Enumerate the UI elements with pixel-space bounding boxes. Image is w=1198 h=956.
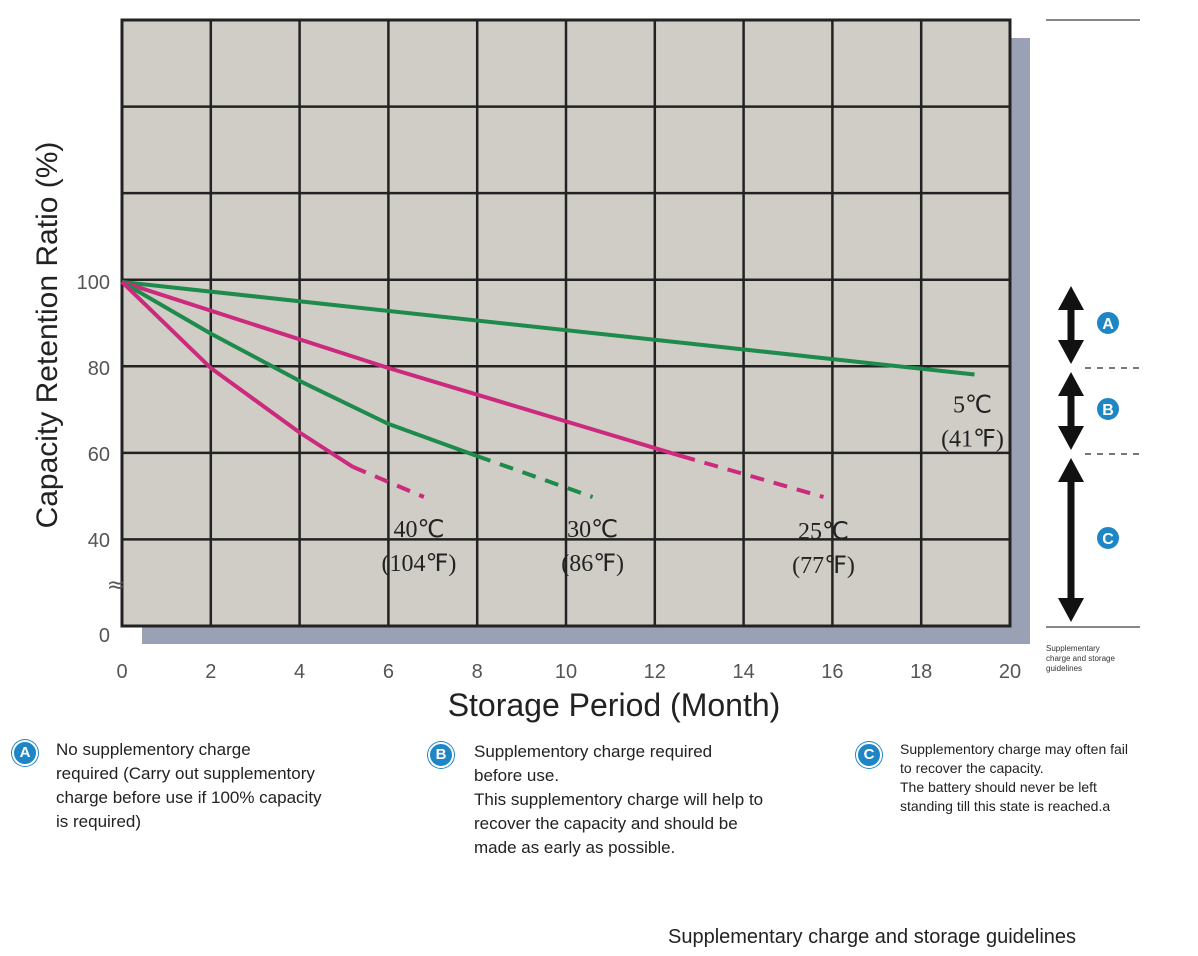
zone-arrow-head-up bbox=[1058, 458, 1084, 482]
y-tick-label: 80 bbox=[88, 358, 110, 380]
series-label: 5℃ bbox=[953, 392, 992, 418]
x-tick-label: 10 bbox=[555, 661, 577, 683]
y-tick-label: 60 bbox=[88, 444, 110, 466]
x-axis-label: Storage Period (Month) bbox=[448, 687, 781, 723]
zone-arrow-head-down bbox=[1058, 340, 1084, 364]
zone-arrow-head-down bbox=[1058, 426, 1084, 450]
zone-badge bbox=[1095, 525, 1121, 551]
zone-arrow-head-down bbox=[1058, 598, 1084, 622]
series-label: (104℉) bbox=[382, 551, 457, 577]
zone-letter: C bbox=[1102, 531, 1114, 548]
zone-letter: B bbox=[1102, 402, 1114, 419]
x-tick-labels: 0 2 4 6 8 10 12 14 16 18 20 bbox=[116, 661, 1021, 683]
series-line-0 bbox=[121, 280, 975, 377]
zone-arrow-head-up bbox=[1058, 372, 1084, 396]
x-tick-label: 4 bbox=[294, 661, 305, 683]
y-tick-label: 40 bbox=[88, 530, 110, 552]
x-tick-label: 16 bbox=[821, 661, 843, 683]
axis-break-symbol: ≈ bbox=[107, 573, 125, 598]
note-badge-b: B bbox=[428, 742, 454, 768]
series-label: (41℉) bbox=[941, 426, 1004, 452]
series-label: (77℉) bbox=[792, 553, 855, 579]
series-label: 25℃ bbox=[798, 519, 849, 545]
x-tick-label: 8 bbox=[472, 661, 483, 683]
zone-arrow-head-up bbox=[1058, 286, 1084, 310]
y-tick-label: 100 bbox=[77, 272, 110, 294]
note-text-a: No supplementory charge required (Carry … bbox=[56, 740, 322, 831]
zone-badge bbox=[1095, 310, 1121, 336]
x-tick-label: 0 bbox=[116, 661, 127, 683]
series-dash-2 bbox=[476, 454, 594, 499]
grid-lines bbox=[122, 20, 1010, 626]
y-tick-label: 0 bbox=[99, 625, 110, 647]
y-tick-labels: 0 40 60 80 100 bbox=[77, 272, 110, 647]
note-text-c: Supplementory charge may often fail to r… bbox=[900, 741, 1129, 814]
x-tick-label: 20 bbox=[999, 661, 1021, 683]
y-axis-label: Capacity Retention Ratio (%) bbox=[31, 142, 64, 529]
x-tick-label: 12 bbox=[644, 661, 666, 683]
note-badge-a: A bbox=[12, 740, 38, 766]
note-text-b: Supplementory charge required before use… bbox=[474, 742, 764, 857]
x-tick-label: 18 bbox=[910, 661, 932, 683]
zone-indicator: A B C bbox=[1046, 19, 1140, 628]
note-badge-c: C bbox=[856, 742, 882, 768]
series-dash-3 bbox=[352, 465, 425, 499]
series-line-3 bbox=[120, 280, 354, 469]
x-tick-label: 2 bbox=[205, 661, 216, 683]
series-label: 40℃ bbox=[393, 517, 444, 543]
series-label: (86℉) bbox=[561, 551, 624, 577]
zone-letter: A bbox=[1102, 316, 1114, 333]
series-labels: 5℃ (41℉) 25℃ (77℉) 30℃ (86℉) 40℃ (104℉) bbox=[382, 392, 1004, 579]
series-lines bbox=[120, 280, 975, 499]
series-line-1 bbox=[121, 280, 682, 459]
series-label: 30℃ bbox=[567, 517, 618, 543]
series-dash-1 bbox=[680, 454, 825, 499]
side-caption: Supplementary charge and storage guideli… bbox=[1046, 644, 1115, 673]
series-line-2 bbox=[120, 280, 478, 458]
x-tick-label: 6 bbox=[383, 661, 394, 683]
zone-badge bbox=[1095, 396, 1121, 422]
figure-caption: Supplementary charge and storage guideli… bbox=[668, 926, 1077, 948]
x-tick-label: 14 bbox=[732, 661, 754, 683]
